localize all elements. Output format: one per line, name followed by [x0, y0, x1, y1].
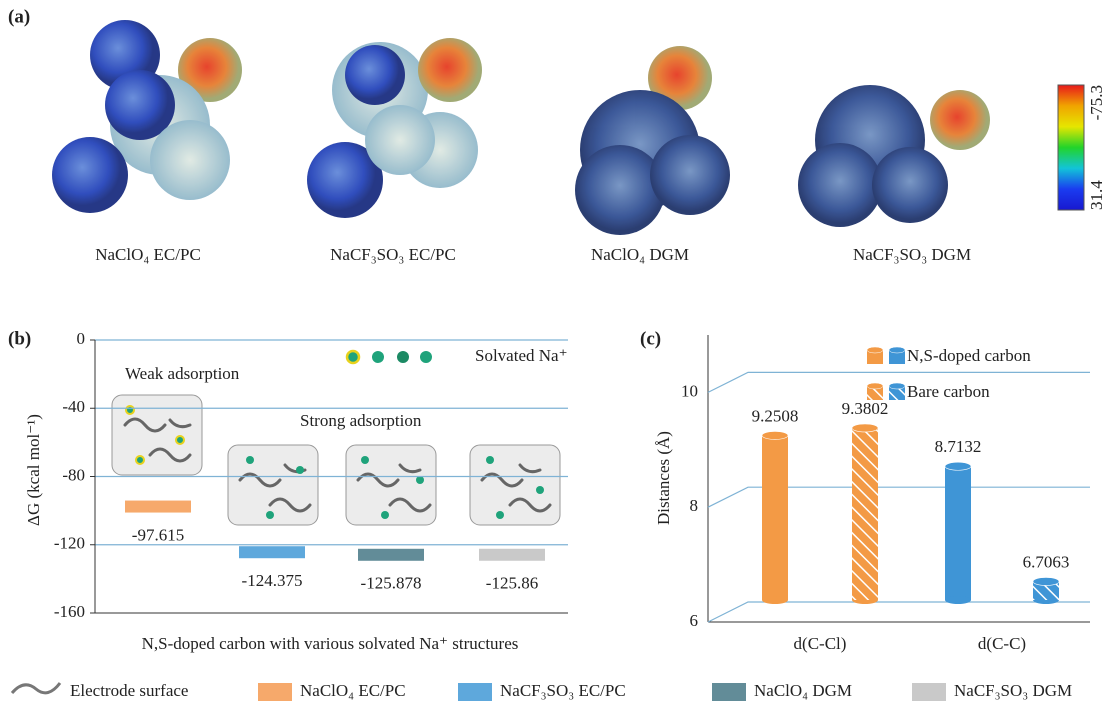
y-axis-label: ΔG (kcal mol⁻¹) [24, 414, 43, 526]
grid-line [708, 602, 1090, 622]
molecule-image [798, 85, 990, 227]
cylinder-base [762, 596, 788, 604]
legend-icon [12, 683, 60, 693]
cylinder-top [762, 431, 788, 439]
molecule-label: NaCF₃SO₃ EC/PC [330, 245, 456, 264]
x-tick-label: d(C-Cl) [794, 634, 847, 653]
legend-label: NaCF₃SO₃ EC/PC [500, 681, 626, 700]
value-label: -125.878 [361, 574, 422, 593]
panel-label: (a) [8, 6, 30, 27]
value-label: -124.375 [242, 571, 303, 590]
value-label: -125.86 [486, 574, 538, 593]
value-label: 6.7063 [1023, 552, 1070, 571]
x-tick-label: d(C-C) [978, 634, 1026, 653]
cylinder-bar [1033, 577, 1059, 604]
cylinder-top [1033, 577, 1059, 585]
panel-label: (b) [8, 328, 31, 349]
x-axis-label: N,S-doped carbon with various solvated N… [142, 634, 519, 653]
value-label: 9.3802 [842, 399, 889, 418]
legend-swatch-top [889, 383, 905, 389]
legend-swatch-top [867, 347, 883, 353]
y-tick-label: 0 [77, 329, 86, 348]
value-label: 9.2508 [752, 406, 799, 425]
y-tick-label: 6 [690, 611, 699, 630]
level-bar [239, 546, 305, 558]
legend-swatch-top [889, 347, 905, 353]
y-tick-label: -80 [62, 465, 85, 484]
molecule-image [307, 38, 482, 218]
annotation: Strong adsorption [300, 411, 422, 430]
colorbar [1058, 85, 1084, 210]
colorbar-tick-label: 31.4 [1087, 180, 1106, 210]
cylinder-body [762, 435, 788, 600]
molecule-label: NaClO₄ EC/PC [95, 245, 201, 264]
y-tick-label: 8 [690, 496, 699, 515]
legend-label: N,S-doped carbon [907, 346, 1031, 365]
figure: (a) (b) (c) NaClO₄ EC/PC NaCF₃SO₃ EC/PC Na… [0, 0, 1111, 706]
annotation: Weak adsorption [125, 364, 240, 383]
legend-swatch [712, 683, 746, 701]
y-tick-label: -160 [54, 602, 85, 621]
molecule-label: NaClO₄ DGM [591, 245, 689, 264]
colorbar-tick-label: -75.3 [1087, 85, 1106, 120]
y-tick-label: -40 [62, 397, 85, 416]
value-label: 8.7132 [935, 437, 982, 456]
legend-swatch-top [867, 383, 883, 389]
cylinder-bar [852, 424, 878, 604]
legend-swatch [458, 683, 492, 701]
level-bar [358, 549, 424, 561]
cylinder-top [852, 424, 878, 432]
cylinder-top [945, 462, 971, 470]
cylinder-bar [762, 431, 788, 604]
legend-label: NaCF₃SO₃ DGM [954, 681, 1072, 700]
annotation: Solvated Na⁺ [475, 346, 568, 365]
y-tick-label: -120 [54, 534, 85, 553]
legend-swatch [258, 683, 292, 701]
level-bar [479, 549, 545, 561]
molecule-image [575, 46, 730, 235]
level-bar [125, 501, 191, 513]
molecule-label: NaCF₃SO₃ DGM [853, 245, 971, 264]
legend-label: NaClO₄ EC/PC [300, 681, 406, 700]
y-axis-label: Distances (Å) [654, 431, 673, 525]
value-label: -97.615 [132, 525, 184, 544]
legend-swatch [912, 683, 946, 701]
legend-label: Bare carbon [907, 382, 990, 401]
molecule-image [52, 20, 242, 213]
hatch [852, 428, 878, 600]
cylinder-bar [945, 462, 971, 604]
cylinder-base [945, 596, 971, 604]
legend-label: NaClO₄ DGM [754, 681, 852, 700]
legend-label: Electrode surface [70, 681, 188, 700]
y-tick-label: 10 [681, 381, 698, 400]
cylinder-body [945, 466, 971, 600]
panel-label: (c) [640, 328, 661, 349]
